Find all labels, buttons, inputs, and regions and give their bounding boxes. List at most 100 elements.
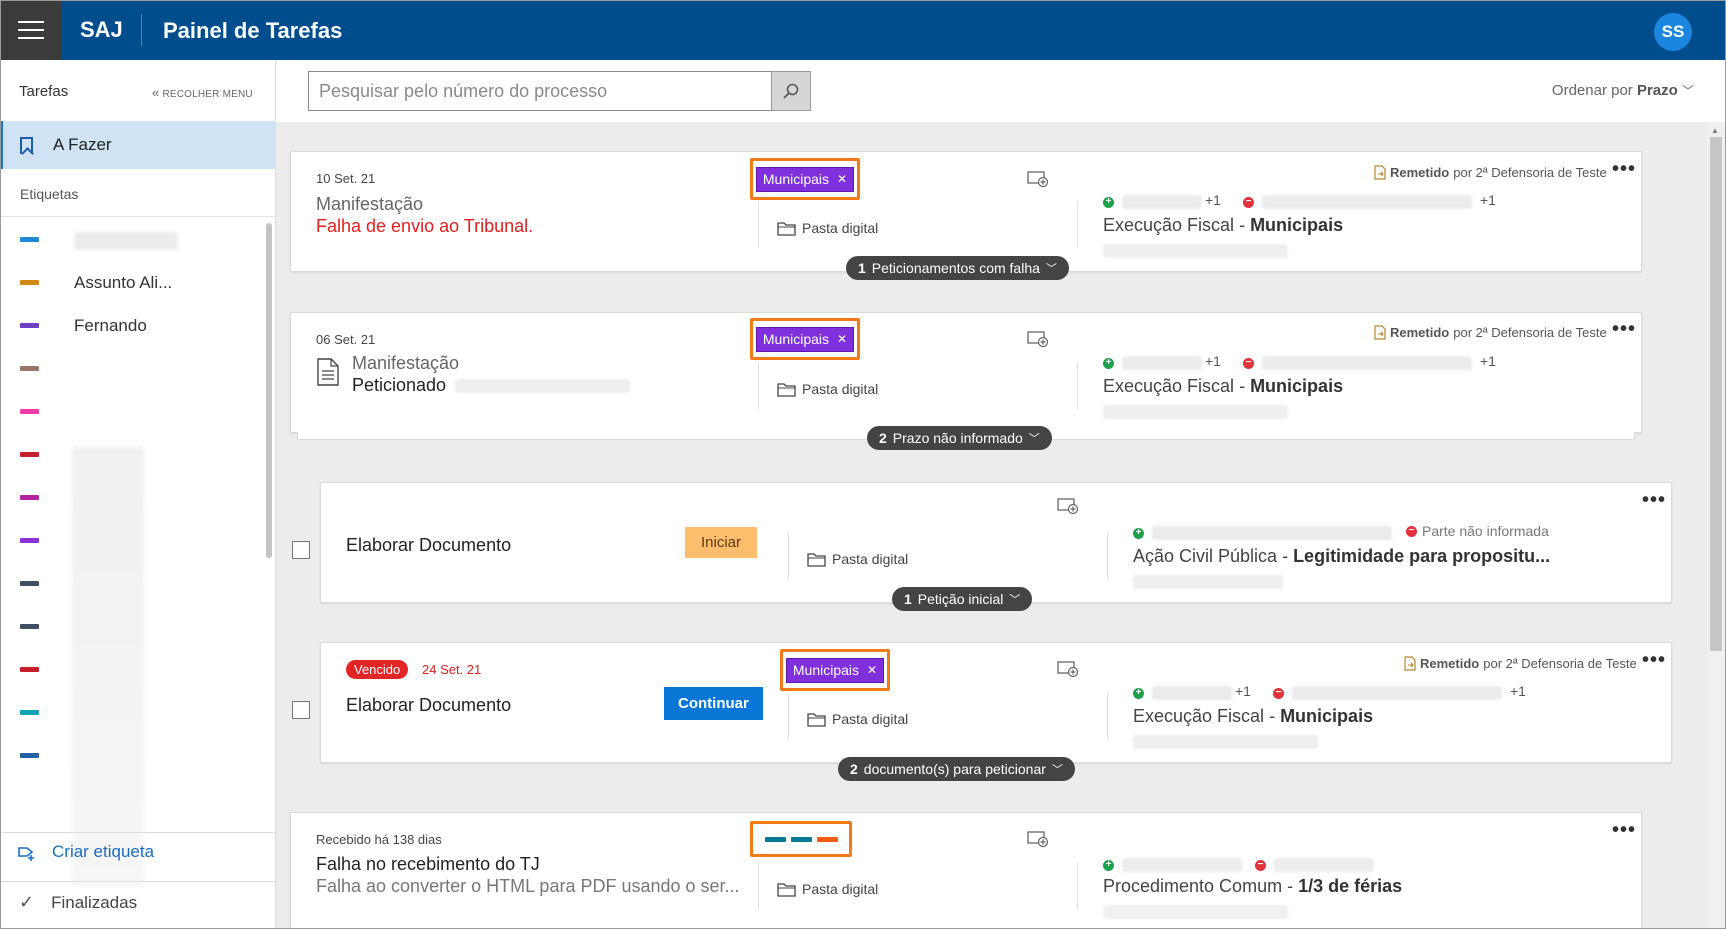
brand-logo[interactable]: SAJ: [80, 17, 123, 42]
tag-chip[interactable]: Municipais ✕: [755, 326, 855, 352]
party-extra-count[interactable]: +1: [1205, 192, 1221, 208]
digital-folder-link[interactable]: Pasta digital: [807, 551, 908, 567]
task-card[interactable]: Vencido 24 Set. 21 Elaborar Documento Co…: [320, 642, 1672, 763]
chevron-down-icon: ﹀: [1051, 764, 1063, 776]
sidebar: Tarefas «RECOLHER MENU A Fazer Etiquetas…: [0, 60, 276, 929]
continue-button[interactable]: Continuar: [664, 687, 763, 720]
tag-item[interactable]: [20, 440, 260, 470]
tag-chip[interactable]: Municipais ✕: [755, 166, 855, 192]
task-checkbox[interactable]: [292, 541, 310, 559]
process-subject: Municipais: [1250, 376, 1344, 396]
tag-stripe: [790, 836, 812, 842]
folder-icon: [807, 552, 826, 567]
process-class-label: Procedimento Comum: [1103, 876, 1283, 896]
tag-chip[interactable]: Municipais ✕: [785, 657, 885, 683]
active-party: +: [1103, 195, 1202, 209]
tag-item[interactable]: [20, 655, 260, 685]
digital-folder-link[interactable]: Pasta digital: [807, 711, 908, 727]
task-title: Elaborar Documento: [346, 695, 512, 715]
collapse-menu-button[interactable]: «RECOLHER MENU: [152, 85, 253, 100]
tag-color-swatch: [20, 409, 39, 414]
process-class: Ação Civil Pública - Legitimidade para p…: [1133, 546, 1551, 566]
party-extra-count[interactable]: +1: [1510, 683, 1526, 699]
column-divider: [1107, 533, 1108, 579]
hamburger-icon[interactable]: [0, 0, 62, 60]
add-note-icon[interactable]: [1027, 831, 1049, 847]
expand-petition-pill[interactable]: 1 Petição inicial ﹀: [892, 587, 1033, 611]
more-options-icon[interactable]: •••: [1612, 819, 1637, 841]
pill-count: 1: [904, 591, 912, 607]
document-forward-icon: [1374, 325, 1386, 340]
task-card[interactable]: 10 Set. 21 Manifestação Falha de envio a…: [290, 151, 1642, 272]
tag-item[interactable]: [20, 741, 260, 771]
party-extra-count[interactable]: +1: [1205, 353, 1221, 369]
tag-color-swatch: [20, 366, 39, 371]
expand-documents-pill[interactable]: 2 documento(s) para peticionar ﹀: [838, 757, 1075, 781]
tag-name: Assunto Ali...: [74, 273, 173, 292]
tag-item[interactable]: [20, 483, 260, 513]
process-class-label: Execução Fiscal: [1103, 376, 1235, 396]
tag-item[interactable]: [20, 225, 260, 255]
pill-label: Prazo não informado: [892, 430, 1023, 446]
tag-item[interactable]: [20, 698, 260, 728]
scrollbar-thumb[interactable]: [1710, 137, 1722, 651]
pill-label: Peticionamentos com falha: [871, 260, 1040, 276]
tag-item[interactable]: Assunto Ali...: [20, 268, 260, 298]
digital-folder-link[interactable]: Pasta digital: [777, 381, 878, 397]
task-card[interactable]: Elaborar Documento Iniciar Pasta digital…: [320, 482, 1672, 603]
tag-item[interactable]: [20, 397, 260, 427]
tag-highlight: Municipais ✕: [750, 318, 860, 360]
sidebar-item-finalizadas[interactable]: ✓ Finalizadas: [19, 892, 137, 913]
overdue-badge: Vencido: [346, 660, 409, 679]
more-options-icon[interactable]: •••: [1642, 489, 1667, 511]
more-options-icon[interactable]: •••: [1642, 649, 1667, 671]
close-icon[interactable]: ✕: [867, 662, 878, 677]
add-note-icon[interactable]: [1027, 171, 1049, 187]
task-card[interactable]: 06 Set. 21 Manifestação Peticionado Muni…: [290, 312, 1642, 440]
tag-item[interactable]: [20, 569, 260, 599]
tag-color-swatch: [20, 280, 39, 285]
add-note-icon[interactable]: [1057, 498, 1079, 514]
close-icon[interactable]: ✕: [837, 331, 848, 346]
create-tag-button[interactable]: Criar etiqueta: [17, 842, 154, 862]
tag-item[interactable]: [20, 354, 260, 384]
add-note-icon[interactable]: [1027, 331, 1049, 347]
tag-highlight: [750, 821, 852, 857]
party-extra-count[interactable]: +1: [1480, 192, 1496, 208]
redacted-text: [1103, 905, 1288, 919]
more-options-icon[interactable]: •••: [1612, 158, 1637, 180]
avatar[interactable]: SS: [1654, 13, 1692, 51]
task-card[interactable]: Recebido há 138 dias Falha no recebiment…: [290, 812, 1642, 929]
tag-item[interactable]: [20, 526, 260, 556]
document-icon: [317, 358, 339, 386]
search-input[interactable]: [308, 71, 772, 111]
digital-folder-link[interactable]: Pasta digital: [777, 881, 878, 897]
sort-dropdown[interactable]: Ordenar por Prazo ﹀: [1552, 82, 1694, 99]
redacted-text: [74, 232, 178, 250]
column-divider: [758, 202, 759, 248]
folder-label: Pasta digital: [802, 381, 879, 397]
party-extra-count[interactable]: +1: [1480, 353, 1496, 369]
document-forward-icon: [1404, 656, 1416, 671]
add-note-icon[interactable]: [1057, 661, 1079, 677]
sort-value: Prazo: [1636, 82, 1678, 99]
search-button[interactable]: [771, 71, 811, 111]
search-icon: [783, 83, 799, 99]
sidebar-scrollbar[interactable]: [266, 223, 272, 558]
start-button[interactable]: Iniciar: [685, 527, 758, 558]
expand-petitions-pill[interactable]: 1 Peticionamentos com falha ﹀: [846, 256, 1069, 280]
more-options-icon[interactable]: •••: [1612, 318, 1637, 340]
task-checkbox[interactable]: [292, 701, 310, 719]
process-class-label: Execução Fiscal: [1133, 706, 1265, 726]
passive-party: −: [1273, 686, 1502, 700]
collapsed-tags[interactable]: [764, 836, 838, 842]
scroll-up-arrow-icon[interactable]: ▲: [1711, 126, 1719, 135]
digital-folder-link[interactable]: Pasta digital: [777, 220, 878, 236]
tag-item[interactable]: [20, 612, 260, 642]
close-icon[interactable]: ✕: [837, 171, 848, 186]
sidebar-item-a-fazer[interactable]: A Fazer: [0, 121, 276, 169]
tag-item[interactable]: Fernando: [20, 311, 260, 341]
minus-circle-icon: −: [1273, 687, 1284, 699]
expand-deadline-pill[interactable]: 2 Prazo não informado ﹀: [867, 426, 1052, 450]
party-extra-count[interactable]: +1: [1235, 683, 1251, 699]
